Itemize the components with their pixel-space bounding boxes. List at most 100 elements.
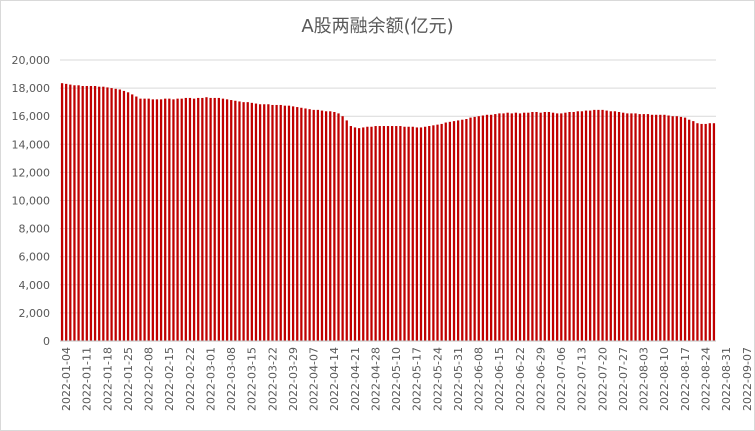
- y-axis: 0 2,000 4,000 6,000 8,000 10,000 12,000 14,000 1…: [12, 54, 51, 348]
- bar: [432, 125, 435, 341]
- x-tick-label: 2022-05-24: [431, 347, 444, 411]
- bar: [655, 114, 658, 341]
- bar: [390, 126, 394, 341]
- bar: [659, 114, 662, 341]
- x-tick-label: 2022-06-22: [514, 347, 527, 411]
- bar: [192, 98, 196, 341]
- bar: [180, 98, 183, 341]
- y-tick-label: 20,000: [12, 54, 51, 67]
- bar: [324, 111, 328, 341]
- bar: [518, 113, 522, 341]
- bar: [440, 123, 443, 342]
- bar: [139, 98, 142, 341]
- bar: [258, 104, 262, 341]
- x-tick-label: 2022-02-08: [143, 347, 156, 411]
- bar: [320, 110, 324, 341]
- bar: [250, 102, 253, 341]
- x-tick-label: 2022-04-28: [369, 347, 382, 411]
- bar: [362, 127, 365, 341]
- bar: [304, 108, 307, 341]
- bar: [263, 104, 266, 341]
- bar: [704, 123, 707, 342]
- bar: [287, 105, 291, 341]
- bar: [700, 123, 703, 342]
- bar: [316, 109, 319, 341]
- bar: [523, 112, 526, 341]
- x-tick-label: 2022-06-29: [534, 347, 547, 411]
- bar: [568, 111, 571, 342]
- bar: [238, 101, 241, 341]
- bar: [688, 119, 691, 342]
- bar: [254, 103, 258, 341]
- bar: [337, 113, 340, 341]
- bar: [296, 107, 299, 341]
- x-tick-label: 2022-01-25: [122, 347, 135, 411]
- bar: [448, 121, 452, 341]
- bar: [696, 123, 699, 341]
- x-tick-label: 2022-03-15: [246, 347, 259, 411]
- bar: [209, 97, 212, 341]
- bar: [341, 116, 344, 341]
- bar: [60, 83, 64, 342]
- y-tick-label: 8,000: [19, 223, 51, 236]
- bar: [444, 122, 447, 342]
- bar: [267, 104, 270, 341]
- x-tick-label: 2022-01-11: [81, 347, 94, 411]
- bar: [564, 112, 567, 341]
- bar: [572, 111, 575, 342]
- bar: [692, 121, 695, 342]
- bar: [452, 121, 456, 342]
- bar: [646, 114, 650, 341]
- bar: [345, 120, 348, 341]
- bar: [366, 126, 369, 342]
- x-tick-label: 2022-05-31: [452, 347, 465, 411]
- bar: [213, 97, 216, 341]
- bar: [473, 116, 476, 342]
- bar: [188, 97, 192, 341]
- x-tick-label: 2022-03-29: [287, 347, 300, 411]
- bar: [147, 98, 150, 341]
- bar: [597, 109, 600, 341]
- bar: [275, 104, 278, 342]
- bar: [184, 97, 187, 341]
- bar: [93, 85, 97, 342]
- x-tick-label: 2022-03-08: [225, 347, 238, 411]
- chart-title: A股两融余额(亿元): [301, 16, 454, 37]
- bar: [386, 126, 390, 341]
- bar: [300, 107, 303, 342]
- bar: [98, 86, 101, 341]
- x-tick-label: 2022-08-31: [720, 347, 733, 411]
- bar: [543, 111, 546, 342]
- x-tick-label: 2022-02-15: [163, 347, 176, 411]
- bar: [370, 126, 373, 342]
- bar: [205, 97, 208, 341]
- bar: [679, 116, 683, 342]
- bar: [69, 84, 72, 341]
- x-tick-label: 2022-08-17: [679, 347, 692, 411]
- bar: [481, 115, 485, 341]
- x-tick-label: 2022-07-06: [555, 347, 568, 411]
- y-tick-label: 2,000: [19, 307, 51, 320]
- bar: [539, 112, 542, 341]
- bar: [65, 83, 68, 341]
- bar: [551, 112, 555, 341]
- bar: [221, 98, 225, 341]
- bar: [81, 85, 84, 342]
- bar: [378, 126, 381, 341]
- x-tick-label: 2022-07-27: [617, 347, 630, 411]
- x-tick-label: 2022-04-14: [328, 347, 341, 411]
- x-tick-label: 2022-08-10: [658, 347, 671, 411]
- bar: [77, 85, 80, 341]
- x-tick-label: 2022-09-07: [741, 347, 754, 411]
- y-tick-label: 16,000: [12, 110, 51, 123]
- bar: [234, 100, 237, 341]
- bar: [485, 114, 489, 341]
- bar: [102, 86, 105, 341]
- bar: [712, 123, 716, 341]
- bar: [556, 113, 559, 341]
- bar: [403, 126, 406, 342]
- bar: [357, 128, 361, 341]
- bar: [605, 110, 608, 341]
